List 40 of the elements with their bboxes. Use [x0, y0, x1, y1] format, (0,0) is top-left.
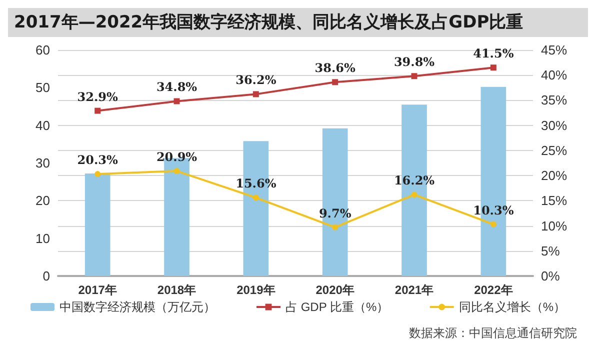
data-label: 41.5% — [473, 46, 514, 61]
y2-tick-label: 35% — [541, 92, 568, 108]
y-tick-label: 50 — [36, 80, 50, 96]
y-tick-label: 30 — [36, 156, 50, 170]
y2-tick-label: 25% — [541, 142, 568, 158]
y2-tick-label: 10% — [541, 218, 568, 234]
data-label: 32.9% — [77, 90, 118, 104]
x-tick-label: 2022年 — [474, 283, 513, 297]
data-label: 39.8% — [394, 55, 436, 70]
y-tick-label: 10 — [36, 230, 50, 246]
y2-tick-label: 0% — [541, 268, 560, 284]
y-tick-label: 20 — [36, 193, 50, 208]
x-tick-label: 2018年 — [157, 283, 196, 297]
y-tick-label: 0 — [42, 268, 50, 284]
data-label: 36.2% — [236, 73, 277, 88]
data-label: 16.2% — [394, 174, 436, 188]
data-label: 15.6% — [236, 176, 277, 191]
data-label: 20.3% — [77, 153, 118, 168]
data-label: 20.9% — [156, 150, 198, 164]
data-label: 38.6% — [314, 61, 356, 76]
x-tick-label: 2017年 — [78, 283, 117, 297]
y2-tick-label: 15% — [541, 193, 568, 208]
y2-tick-label: 45% — [541, 42, 568, 58]
y2-tick-label: 30% — [541, 118, 568, 133]
data-label: 34.8% — [156, 80, 198, 94]
x-tick-label: 2021年 — [394, 283, 434, 297]
data-label: 9.7% — [318, 206, 352, 220]
y-tick-label: 60 — [36, 42, 50, 58]
source-note: 数据来源：中国信息通信研究院 — [409, 326, 577, 340]
y-tick-label: 40 — [36, 118, 50, 133]
x-tick-label: 2020年 — [316, 283, 354, 297]
legend-label: 占 GDP 比重（%） — [285, 300, 389, 314]
chart-title: 2017年—2022年我国数字经济规模、同比名义增长及占GDP比重 — [14, 12, 524, 32]
data-label: 10.3% — [473, 203, 514, 218]
y2-tick-label: 5% — [541, 243, 560, 258]
x-tick-label: 2019年 — [236, 283, 276, 297]
y2-tick-label: 40% — [541, 68, 568, 83]
y2-tick-label: 20% — [541, 168, 568, 184]
legend-label: 同比名义增长（%） — [458, 300, 566, 314]
legend-label: 中国数字经济规模（万亿元） — [59, 300, 216, 314]
